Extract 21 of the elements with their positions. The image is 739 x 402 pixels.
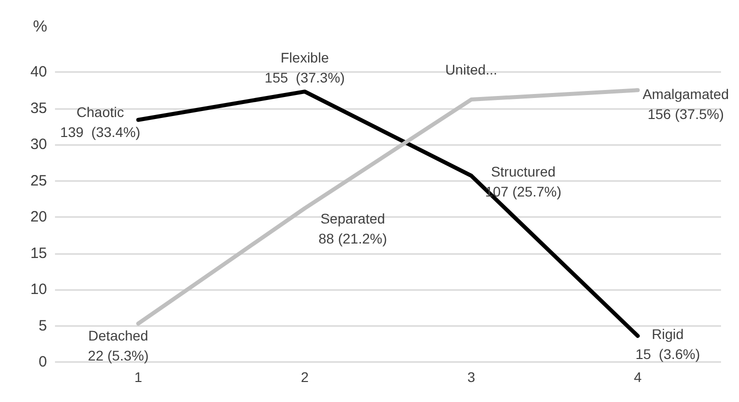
y-tick-label: 5 xyxy=(38,317,47,334)
y-tick-label: 35 xyxy=(30,100,47,117)
data-label: Flexible 155 (37.3%) xyxy=(264,50,345,86)
data-label: United... xyxy=(445,62,498,78)
x-tick-label: 2 xyxy=(300,369,309,385)
y-tick-label: 0 xyxy=(38,354,47,370)
y-axis-title: % xyxy=(33,18,48,36)
y-tick-label: 40 xyxy=(30,64,47,80)
x-tick-label: 3 xyxy=(467,369,476,385)
y-tick-label: 30 xyxy=(30,136,47,153)
data-label: Amalgamated 156 (37.5%) xyxy=(642,86,729,122)
y-tick-label: 15 xyxy=(30,244,47,262)
y-tick-label: 20 xyxy=(30,208,47,226)
x-tick-label: 1 xyxy=(134,369,142,385)
data-label: Chaotic 139 (33.4%) xyxy=(60,104,140,140)
y-tick-label: 25 xyxy=(30,172,47,190)
data-label: Separated 88 (21.2%) xyxy=(318,210,387,246)
x-tick-label: 4 xyxy=(634,369,642,385)
data-label: Detached 22 (5.3%) xyxy=(88,328,149,364)
data-label: Rigid 15 (3.6%) xyxy=(635,326,700,362)
y-tick-label: 10 xyxy=(30,281,47,298)
